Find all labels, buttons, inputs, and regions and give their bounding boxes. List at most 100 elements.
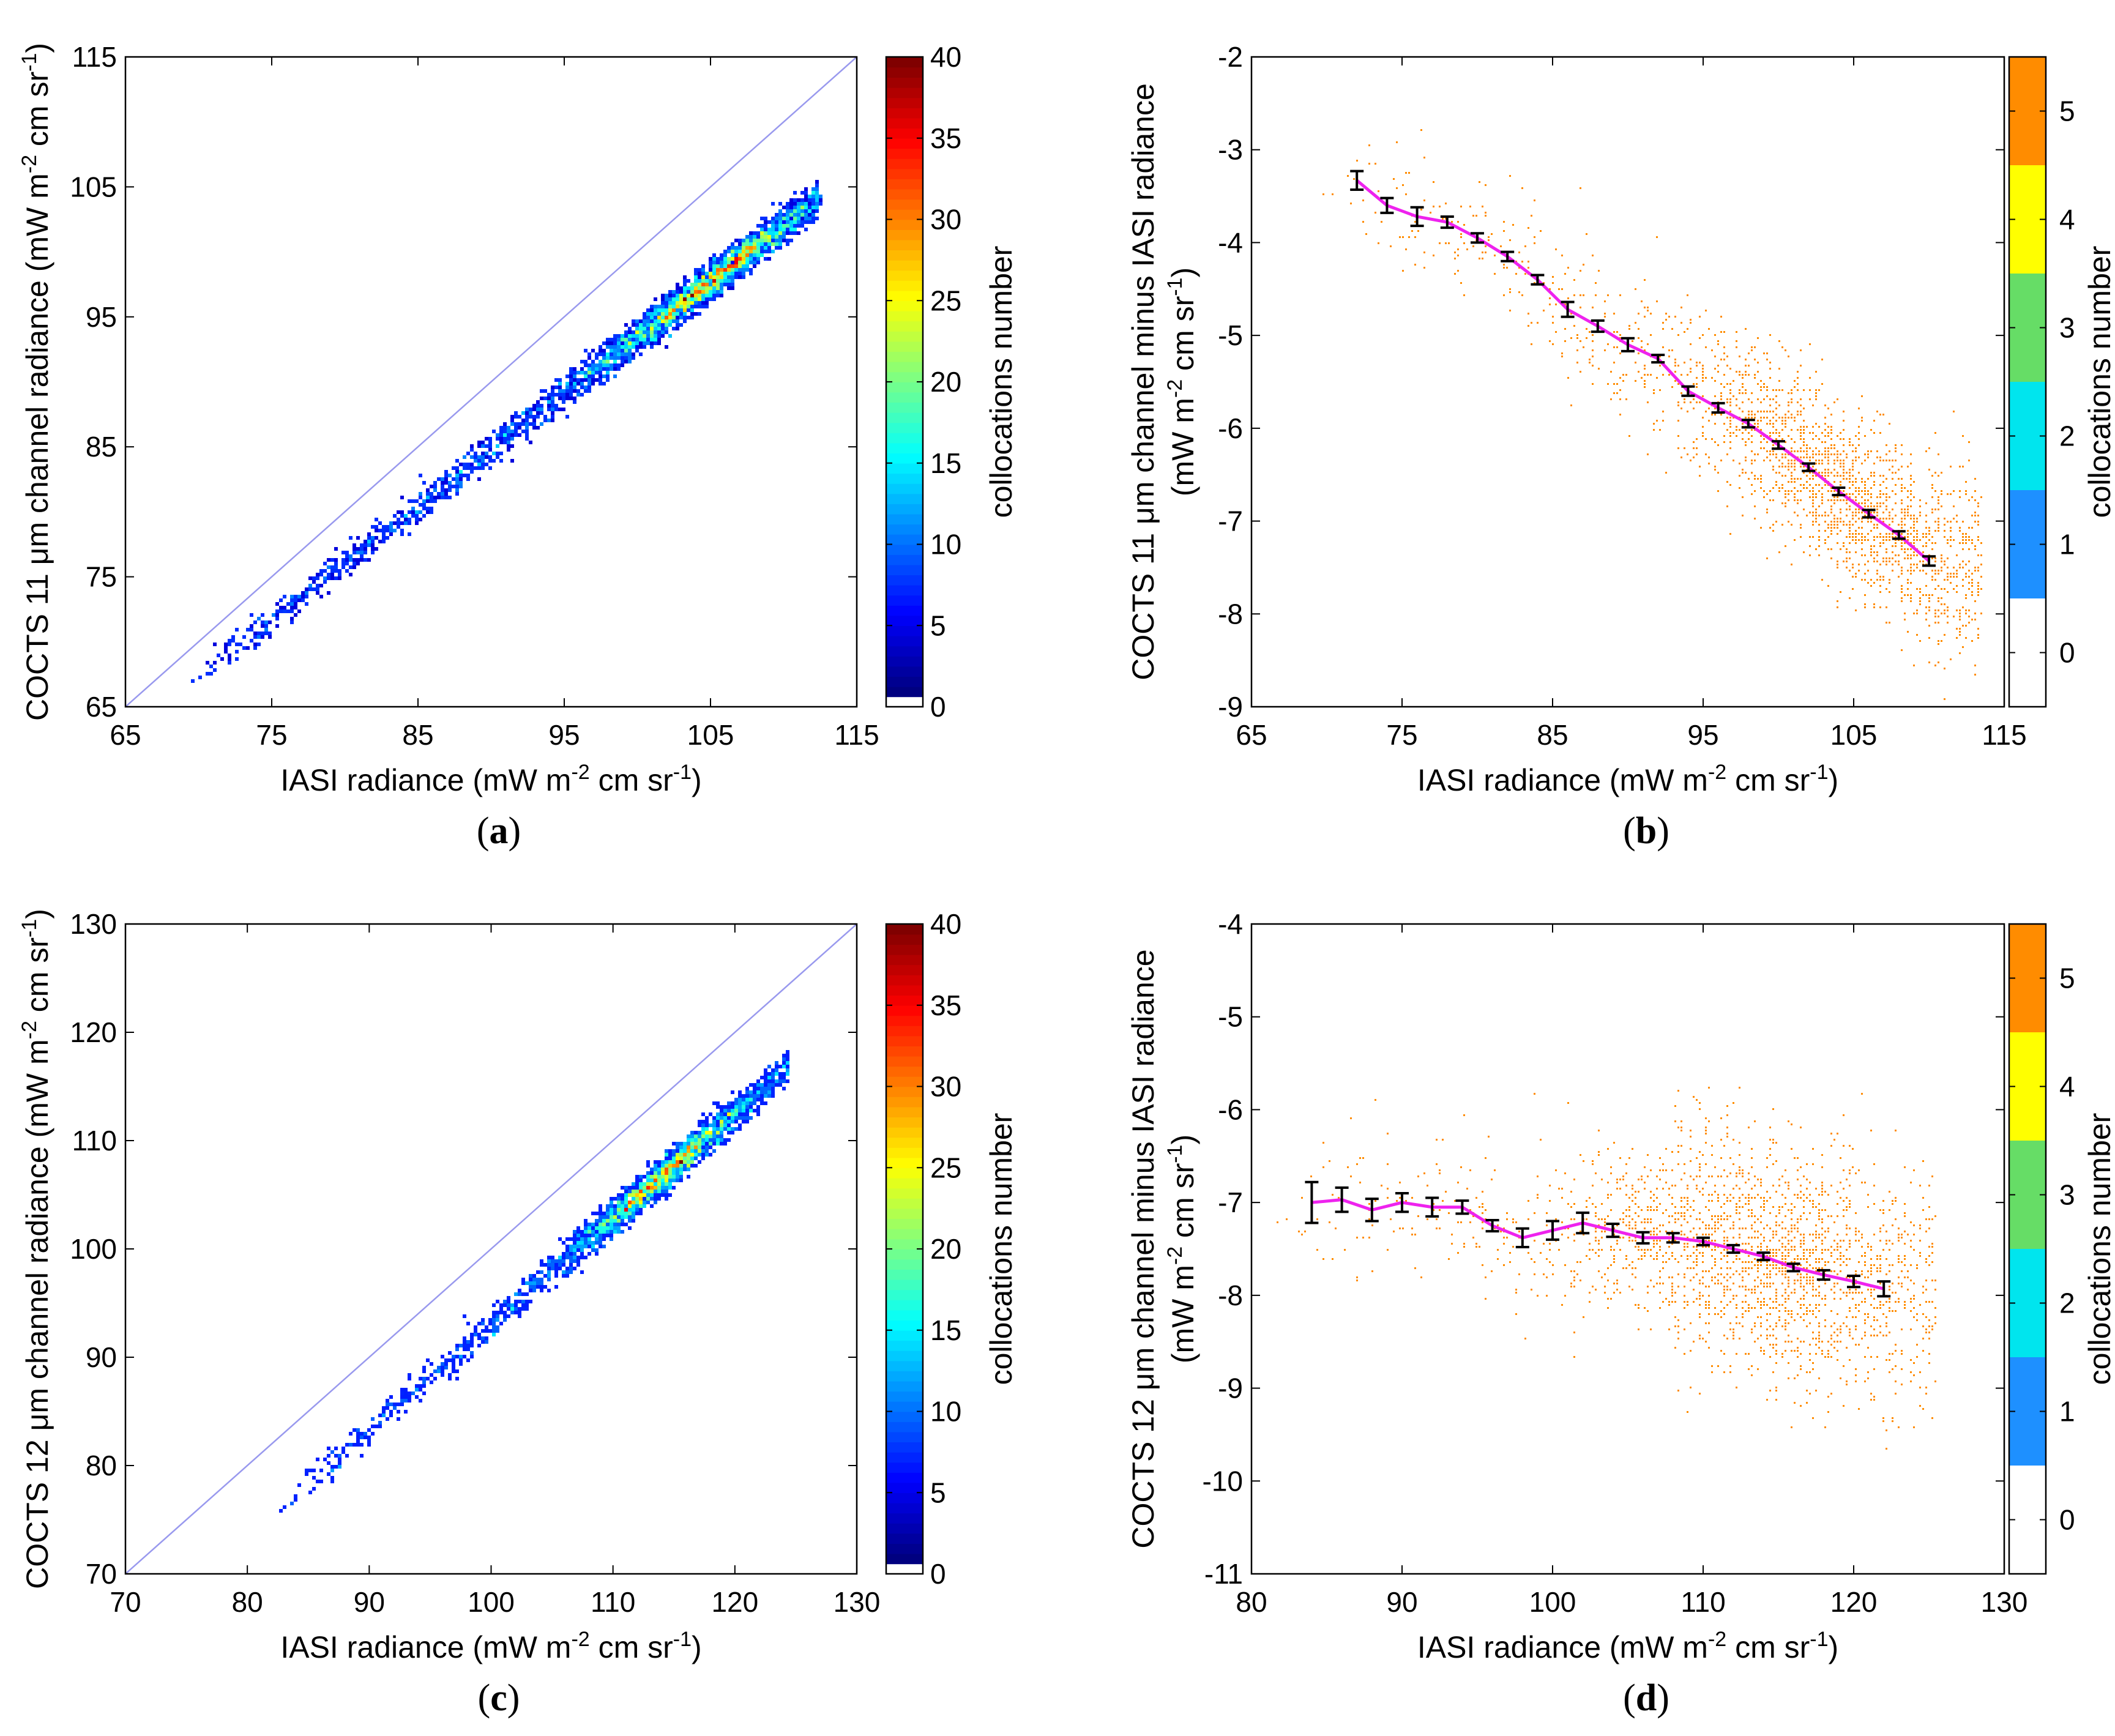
scatter-cell — [1800, 1243, 1802, 1245]
density-cell — [246, 646, 250, 650]
plot-area — [125, 924, 857, 1574]
density-cell — [569, 386, 573, 389]
scatter-cell — [1827, 432, 1829, 434]
density-cell — [580, 1248, 584, 1252]
scatter-cell — [1852, 512, 1854, 513]
scatter-cell — [1729, 1276, 1731, 1278]
density-cell — [599, 1241, 602, 1245]
density-cell — [679, 312, 683, 316]
density-cell — [485, 455, 488, 459]
scatter-cell — [1870, 1246, 1872, 1248]
scatter-cell — [1702, 1276, 1704, 1278]
density-cell — [624, 330, 628, 334]
colorbar-band — [886, 656, 923, 667]
density-cell — [676, 290, 679, 294]
scatter-cell — [1754, 417, 1756, 419]
scatter-cell — [1619, 352, 1621, 354]
scatter-cell — [1821, 1341, 1823, 1343]
density-cell — [400, 510, 404, 514]
density-cell — [687, 1149, 690, 1153]
density-cell — [811, 206, 815, 209]
scatter-cell — [1610, 371, 1612, 373]
density-cell — [606, 1208, 610, 1212]
scatter-cell — [1592, 365, 1594, 367]
density-cell — [778, 209, 782, 213]
scatter-cell — [1907, 533, 1909, 535]
density-cell — [646, 1179, 650, 1182]
density-cell — [643, 1193, 646, 1197]
density-cell — [742, 1094, 745, 1098]
scatter-cell — [1595, 1206, 1597, 1208]
density-cell — [576, 1256, 580, 1259]
scatter-cell — [1873, 561, 1875, 562]
scatter-cell — [1745, 429, 1747, 431]
density-cell — [775, 231, 778, 235]
scatter-cell — [1803, 509, 1805, 510]
density-cell — [650, 1186, 654, 1190]
density-cell — [551, 408, 554, 411]
scatter-cell — [1573, 279, 1575, 281]
density-cell — [646, 319, 650, 323]
scatter-cell — [1818, 1347, 1820, 1349]
scatter-cell — [1702, 1270, 1704, 1272]
scatter-cell — [1766, 456, 1768, 458]
density-cell — [554, 1274, 558, 1278]
scatter-cell — [1895, 561, 1897, 562]
scatter-cell — [1858, 533, 1860, 535]
scatter-cell — [1788, 1243, 1789, 1245]
density-cell — [514, 422, 518, 426]
density-cell — [687, 1134, 690, 1138]
scatter-cell — [1699, 1108, 1701, 1110]
density-cell — [687, 308, 690, 312]
density-cell — [419, 474, 422, 477]
scatter-cell — [1702, 371, 1704, 373]
density-cell — [716, 1134, 720, 1138]
density-cell — [771, 1079, 775, 1083]
scatter-cell — [1852, 564, 1854, 565]
scatter-cell — [1861, 1301, 1863, 1303]
density-cell — [793, 217, 797, 220]
density-cell — [540, 1270, 543, 1274]
density-cell — [308, 1491, 312, 1494]
density-cell — [481, 455, 485, 459]
density-cell — [294, 606, 297, 609]
scatter-cell — [1974, 490, 1976, 492]
scatter-cell — [1702, 417, 1704, 419]
scatter-cell — [1423, 157, 1425, 158]
density-cell — [532, 408, 536, 411]
scatter-cell — [1742, 515, 1744, 516]
scatter-cell — [1827, 1215, 1829, 1217]
density-cell — [565, 386, 569, 389]
density-cell — [367, 536, 371, 540]
colorbar-tick-label: 5 — [930, 1477, 946, 1508]
scatter-cell — [1928, 637, 1930, 639]
scatter-cell — [1931, 594, 1933, 596]
density-cell — [720, 264, 723, 268]
scatter-cell — [1840, 530, 1841, 532]
density-cell — [731, 264, 734, 268]
scatter-cell — [1580, 270, 1581, 272]
density-cell — [654, 1186, 657, 1190]
scatter-cell — [1855, 533, 1857, 535]
scatter-cell — [1800, 1166, 1802, 1168]
density-cell — [679, 1146, 683, 1149]
density-cell — [650, 1204, 654, 1208]
scatter-cell — [1677, 1212, 1679, 1214]
scatter-cell — [1861, 490, 1863, 492]
density-cell — [228, 654, 231, 657]
density-cell — [290, 617, 294, 620]
density-cell — [731, 1120, 734, 1123]
scatter-cell — [1980, 588, 1982, 590]
scatter-cell — [1785, 1169, 1786, 1171]
scatter-cell — [1650, 374, 1652, 376]
scatter-cell — [1892, 545, 1893, 547]
scatter-cell — [1699, 1280, 1701, 1281]
scatter-cell — [1693, 408, 1695, 409]
colorbar-band — [886, 934, 923, 945]
density-cell — [488, 437, 492, 441]
scatter-cell — [1858, 570, 1860, 572]
density-cell — [731, 275, 734, 279]
density-cell — [727, 1138, 731, 1142]
error-bar — [1802, 462, 1816, 472]
scatter-cell — [1812, 502, 1814, 504]
